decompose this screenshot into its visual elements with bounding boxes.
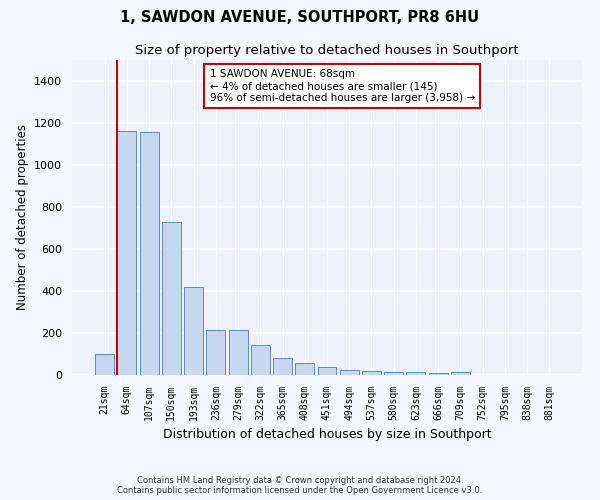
Y-axis label: Number of detached properties: Number of detached properties [16,124,29,310]
Bar [317,366,337,375]
Bar [140,132,158,375]
Bar [340,370,359,375]
Bar [206,330,225,375]
Bar [184,287,203,375]
Bar [95,354,114,375]
Bar [251,344,270,375]
Bar [451,372,470,375]
Bar [118,132,136,375]
X-axis label: Distribution of detached houses by size in Southport: Distribution of detached houses by size … [163,428,491,442]
Bar [406,372,425,375]
Bar [229,330,248,375]
Bar [273,358,292,375]
Title: Size of property relative to detached houses in Southport: Size of property relative to detached ho… [135,44,519,58]
Bar [362,371,381,375]
Text: 1 SAWDON AVENUE: 68sqm
← 4% of detached houses are smaller (145)
96% of semi-det: 1 SAWDON AVENUE: 68sqm ← 4% of detached … [210,70,475,102]
Text: 1, SAWDON AVENUE, SOUTHPORT, PR8 6HU: 1, SAWDON AVENUE, SOUTHPORT, PR8 6HU [121,10,479,25]
Bar [429,373,448,375]
Bar [162,222,181,375]
Bar [384,372,403,375]
Text: Contains HM Land Registry data © Crown copyright and database right 2024.
Contai: Contains HM Land Registry data © Crown c… [118,476,482,495]
Bar [295,364,314,375]
